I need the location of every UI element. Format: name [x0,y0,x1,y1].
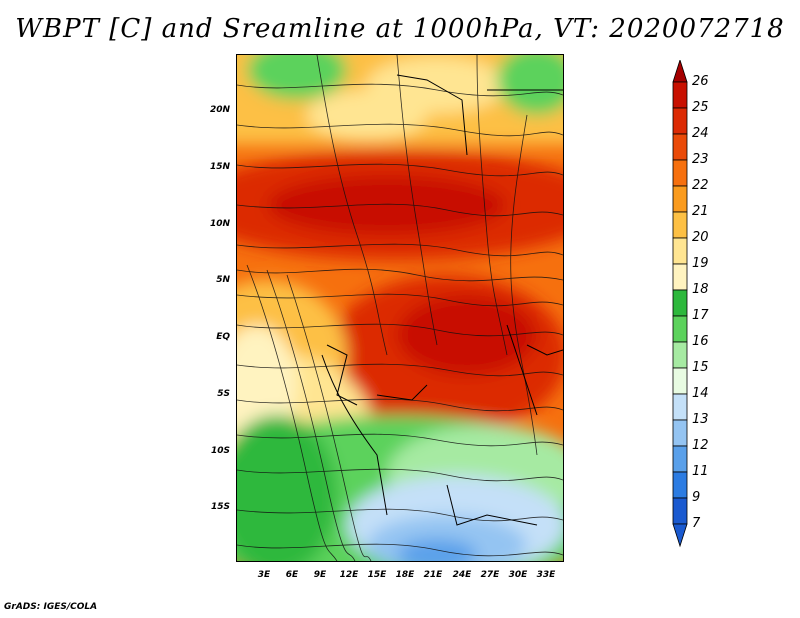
colorbar-label: 13 [692,412,709,427]
colorbar-label: 26 [692,74,709,89]
lat-label-15n: 15N [209,162,230,172]
colorbar-label: 24 [692,126,709,141]
field-map [237,55,563,561]
colorbar-label: 22 [692,178,709,193]
colorbar-label: 9 [692,490,701,505]
colorbar-label: 16 [692,334,709,349]
chart-title: WBPT [C] and Sreamline at 1000hPa, VT: 2… [15,14,785,44]
lon-label-21e: 21E [423,570,443,580]
lat-label-10s: 10S [210,446,230,456]
colorbar-segment [672,393,688,421]
lon-label-9e: 9E [313,570,327,580]
colorbar-top-arrow [672,60,688,83]
colorbar-label: 23 [692,152,709,167]
colorbar-segment [672,133,688,161]
colorbar-segment [672,471,688,499]
lon-label-18e: 18E [395,570,415,580]
lon-label-33e: 33E [536,570,556,580]
colorbar-segment [672,445,688,473]
colorbar-label: 15 [692,360,709,375]
colorbar-segment [672,367,688,395]
credit-label: GrADS: IGES/COLA [4,602,98,612]
colorbar-segment [672,315,688,343]
colorbar [672,60,688,548]
colorbar-label: 21 [692,204,709,219]
map-plot-area [236,54,564,562]
colorbar-label: 11 [692,464,709,479]
colorbar-segment [672,419,688,447]
colorbar-label: 12 [692,438,709,453]
colorbar-segment [672,263,688,291]
colorbar-segment [672,211,688,239]
lon-label-3e: 3E [257,570,271,580]
colorbar-label: 18 [692,282,709,297]
colorbar-segment [672,497,688,525]
colorbar-bottom-arrow [672,523,688,548]
lon-label-24e: 24E [452,570,472,580]
lat-label-15s: 15S [210,502,230,512]
lat-label-eq: EQ [216,332,230,342]
colorbar-segment [672,185,688,213]
lat-label-5s: 5S [217,389,230,399]
colorbar-label: 14 [692,386,709,401]
lat-label-5n: 5N [216,275,230,285]
colorbar-label: 19 [692,256,709,271]
lat-label-10n: 10N [209,219,230,229]
colorbar-label: 7 [692,516,701,531]
lon-label-27e: 27E [480,570,500,580]
colorbar-segment [672,81,688,109]
colorbar-segment [672,159,688,187]
lat-label-20n: 20N [209,105,230,115]
lon-label-30e: 30E [508,570,528,580]
lon-label-12e: 12E [339,570,359,580]
colorbar-segment [672,237,688,265]
lon-label-6e: 6E [285,570,299,580]
colorbar-segment [672,107,688,135]
lon-label-15e: 15E [367,570,387,580]
colorbar-label: 20 [692,230,709,245]
colorbar-label: 17 [692,308,709,323]
colorbar-label: 25 [692,100,709,115]
colorbar-segment [672,289,688,317]
colorbar-segment [672,341,688,369]
